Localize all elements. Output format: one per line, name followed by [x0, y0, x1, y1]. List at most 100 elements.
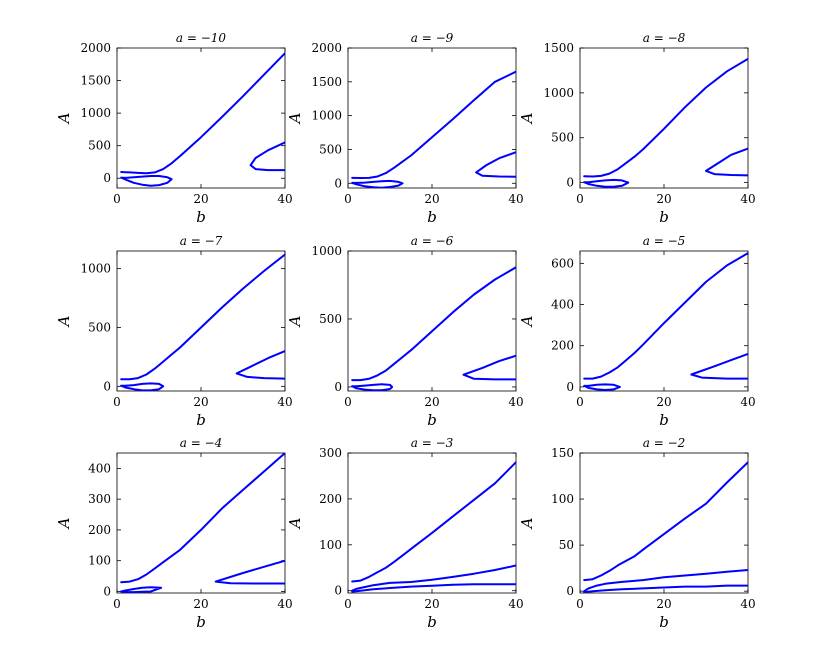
y-axis-label: A [518, 315, 536, 328]
x-tick-label: 40 [277, 395, 292, 409]
y-tick-label: 0 [566, 176, 574, 190]
y-tick-label: 300 [88, 492, 111, 506]
series-2-line [351, 179, 404, 188]
axes-box [579, 250, 749, 392]
y-tick-label: 1000 [311, 109, 342, 123]
x-tick-label: 0 [113, 192, 121, 206]
series-2-line [351, 383, 394, 391]
subplot-title: a = −6 [411, 234, 454, 248]
x-tick-label: 40 [277, 192, 292, 206]
y-tick-label: 400 [88, 461, 111, 475]
series-group [120, 453, 285, 593]
series-2-line [583, 178, 630, 188]
x-axis-label: b [659, 208, 669, 226]
y-tick-label: 200 [551, 339, 574, 353]
y-axis-label: A [286, 517, 304, 530]
x-tick-label: 0 [344, 395, 352, 409]
series-1-line [351, 461, 516, 583]
series-group [351, 461, 516, 593]
subplot-title: a = −7 [180, 234, 223, 248]
y-axis-label: A [286, 112, 304, 125]
x-axis-label: b [196, 411, 206, 429]
subplot-title: a = −9 [411, 31, 454, 45]
x-tick-label: 0 [576, 192, 584, 206]
subplot-3: 0 20 40 0 500 1000 1500 a = −8 b A [518, 31, 756, 226]
series-group [120, 52, 285, 187]
series-group [583, 252, 748, 391]
series-2-line [120, 175, 173, 187]
x-tick-label: 20 [424, 192, 439, 206]
series-3-line [583, 584, 748, 593]
series-1-line [583, 57, 748, 178]
x-tick-label: 40 [740, 192, 755, 206]
series-2-line [120, 586, 163, 593]
series-3-line [690, 352, 748, 380]
y-tick-label: 500 [319, 312, 342, 326]
y-tick-label: 1500 [543, 41, 574, 55]
subplot-title: a = −8 [643, 31, 686, 45]
series-group [351, 266, 516, 391]
series-group [351, 70, 516, 188]
series-3-line [214, 559, 285, 585]
series-group [583, 461, 748, 593]
series-1-line [583, 252, 748, 380]
subplot-title: a = −5 [643, 234, 686, 248]
series-1-line [583, 461, 748, 582]
y-tick-label: 0 [566, 584, 574, 598]
y-axis-label: A [286, 315, 304, 328]
series-3-line [235, 350, 285, 380]
series-group [583, 57, 748, 188]
y-axis-label: A [518, 112, 536, 125]
y-tick-label: 0 [103, 584, 111, 598]
y-tick-label: 0 [103, 379, 111, 393]
y-tick-label: 100 [88, 554, 111, 568]
series-1-line [120, 52, 285, 175]
y-tick-label: 100 [319, 538, 342, 552]
subplot-8: 0 20 40 0 100 200 300 a = −3 b A [286, 436, 524, 631]
series-3-line [462, 354, 516, 381]
series-3-line [351, 583, 516, 593]
y-axis-label: A [55, 315, 73, 328]
x-axis-label: b [196, 613, 206, 631]
series-2-line [351, 564, 516, 592]
y-tick-label: 1000 [80, 106, 111, 120]
subplot-1: 0 20 40 0 500 1000 1500 2000 a = −10 b A [55, 31, 293, 226]
x-tick-label: 20 [193, 192, 208, 206]
x-tick-label: 20 [424, 597, 439, 611]
y-tick-label: 2000 [80, 41, 111, 55]
y-tick-label: 500 [88, 139, 111, 153]
x-tick-label: 0 [113, 395, 121, 409]
series-2-line [583, 383, 621, 391]
y-tick-label: 1000 [80, 262, 111, 276]
x-axis-label: b [427, 613, 437, 631]
x-axis-label: b [659, 411, 669, 429]
y-tick-label: 1000 [543, 86, 574, 100]
axes-box [116, 250, 286, 392]
x-tick-label: 20 [656, 192, 671, 206]
x-axis-label: b [196, 208, 206, 226]
x-tick-label: 0 [344, 597, 352, 611]
x-tick-label: 20 [193, 395, 208, 409]
x-tick-label: 0 [576, 597, 584, 611]
x-tick-label: 20 [656, 597, 671, 611]
x-tick-label: 0 [113, 597, 121, 611]
axes-box [347, 47, 517, 189]
x-tick-label: 40 [508, 192, 523, 206]
subplot-title: a = −2 [643, 436, 686, 450]
subplot-4: 0 20 40 0 500 1000 a = −7 b A [55, 234, 293, 429]
subplot-5: 0 20 40 0 500 1000 a = −6 b A [286, 234, 524, 429]
y-tick-label: 500 [551, 131, 574, 145]
y-tick-label: 400 [551, 298, 574, 312]
x-tick-label: 20 [424, 395, 439, 409]
x-tick-label: 40 [277, 597, 292, 611]
series-1-line [351, 266, 516, 382]
x-axis-label: b [659, 613, 669, 631]
y-axis-label: A [518, 517, 536, 530]
y-tick-label: 200 [88, 523, 111, 537]
y-tick-label: 200 [319, 492, 342, 506]
series-3-line [475, 151, 516, 178]
x-tick-label: 40 [508, 597, 523, 611]
y-tick-label: 600 [551, 256, 574, 270]
